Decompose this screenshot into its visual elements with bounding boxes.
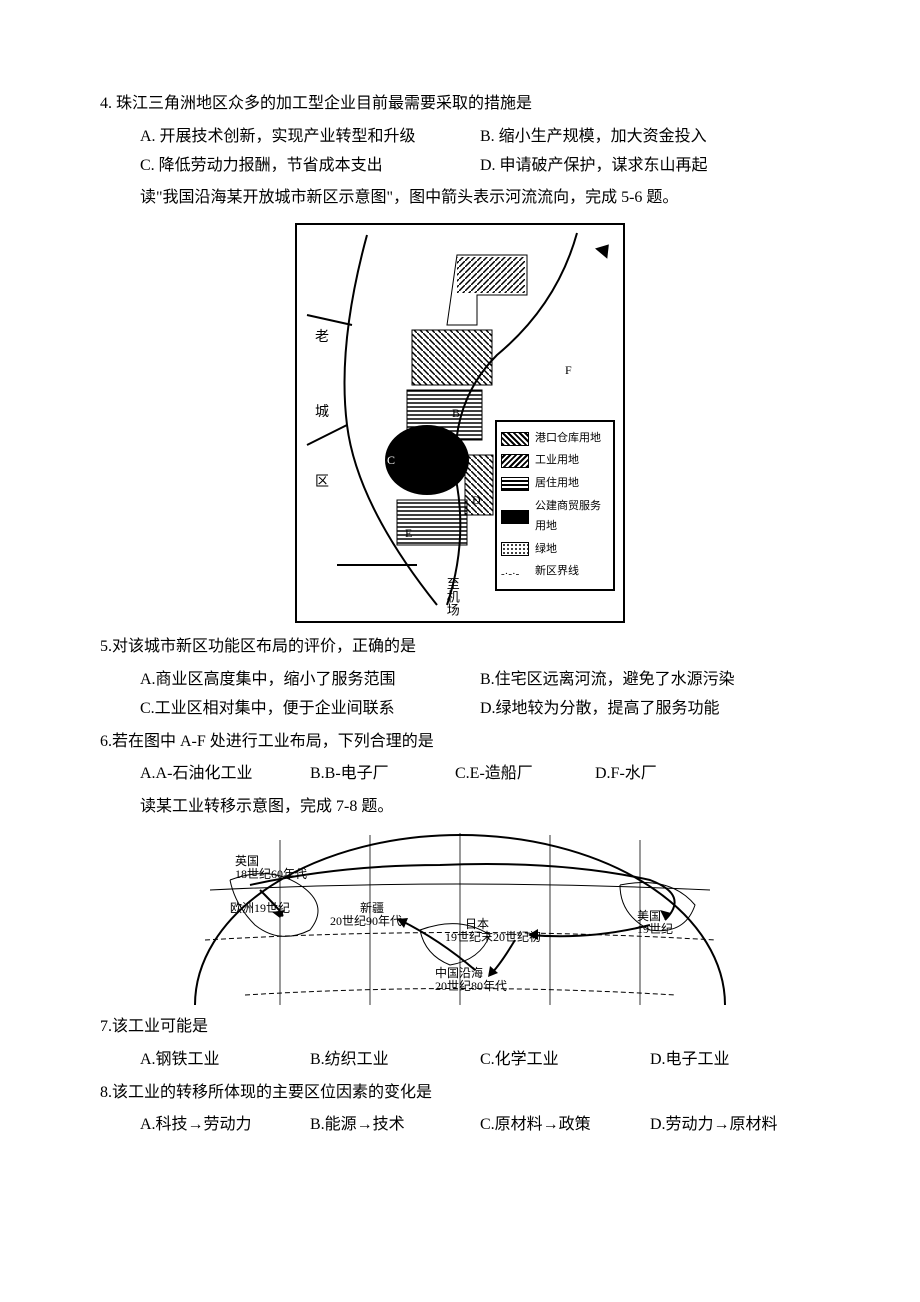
map-zone-b: B (452, 403, 460, 425)
swatch-green-icon (501, 542, 529, 556)
swatch-industrial-icon (501, 454, 529, 468)
q7-stem: 7.该工业可能是 (100, 1013, 820, 1042)
legend-port: 港口仓库用地 (501, 429, 609, 449)
globe-uk-time: 18世纪60年代 (235, 867, 307, 881)
map-label-airport: 至机场 (440, 577, 463, 616)
globe-usa: 美国19世纪 (637, 910, 673, 936)
legend-green-label: 绿地 (535, 540, 557, 560)
q6-option-d: D.F-水厂 (595, 760, 820, 789)
swatch-port-icon (501, 432, 529, 446)
globe-europe: 欧洲19世纪 (230, 902, 290, 915)
q8-options: A.科技→劳动力 B.能源→技术 C.原材料→政策 D.劳动力→原材料 (100, 1111, 820, 1140)
swatch-commercial-icon (501, 510, 529, 524)
globe-japan-time: 19世纪末20世纪初 (445, 930, 541, 944)
q7-option-d: D.电子工业 (650, 1046, 820, 1075)
legend-commercial: 公建商贸服务用地 (501, 497, 609, 537)
map-legend: 港口仓库用地 工业用地 居住用地 公建商贸服务用地 绿地 -·-·- 新区界线 (495, 420, 615, 592)
globe-xinjiang-time: 20世纪90年代 (330, 914, 402, 928)
q7-option-c: C.化学工业 (480, 1046, 650, 1075)
city-map: 老 城 区 B C D E F 至机场 港口仓库用地 工业用地 居住用地 公建商… (295, 223, 625, 623)
q8-option-a: A.科技→劳动力 (140, 1111, 310, 1140)
legend-residential: 居住用地 (501, 474, 609, 494)
map-zone-f: F (565, 360, 572, 382)
question-6: 6.若在图中 A-F 处进行工业布局，下列合理的是 A.A-石油化工业 B.B-… (100, 728, 820, 790)
map-zone-e: E (405, 523, 412, 545)
globe-uk-name: 英国 (235, 854, 259, 868)
legend-green: 绿地 (501, 540, 609, 560)
q7-option-b: B.纺织工业 (310, 1046, 480, 1075)
globe-uk: 英国18世纪60年代 (235, 855, 307, 881)
swatch-residential-icon (501, 477, 529, 491)
legend-boundary: -·-·- 新区界线 (501, 562, 609, 582)
question-4: 4. 珠江三角洲地区众多的加工型企业目前最需要采取的措施是 A. 开展技术创新，… (100, 90, 820, 180)
q4-option-a: A. 开展技术创新，实现产业转型和升级 (140, 123, 480, 152)
question-7: 7.该工业可能是 A.钢铁工业 B.纺织工业 C.化学工业 D.电子工业 (100, 1013, 820, 1075)
q6-option-a: A.A-石油化工业 (140, 760, 310, 789)
globe-usa-time: 19世纪 (637, 922, 673, 936)
q8-option-b: B.能源→技术 (310, 1111, 480, 1140)
intro-5-6: 读"我国沿海某开放城市新区示意图"，图中箭头表示河流流向，完成 5-6 题。 (100, 184, 820, 213)
q6-option-c: C.E-造船厂 (455, 760, 595, 789)
q4-stem: 4. 珠江三角洲地区众多的加工型企业目前最需要采取的措施是 (100, 90, 820, 119)
legend-industrial: 工业用地 (501, 451, 609, 471)
globe-usa-name: 美国 (637, 909, 661, 923)
q5-option-a: A.商业区高度集中，缩小了服务范围 (140, 666, 480, 695)
q5-option-b: B.住宅区远离河流，避免了水源污染 (480, 666, 820, 695)
map-label-city: 城 (315, 400, 329, 425)
q8-stem: 8.该工业的转移所体现的主要区位因素的变化是 (100, 1079, 820, 1108)
q4-option-c: C. 降低劳动力报酬，节省成本支出 (140, 152, 480, 181)
legend-commercial-label: 公建商贸服务用地 (535, 497, 609, 537)
globe-figure: 英国18世纪60年代 欧洲19世纪 新疆20世纪90年代 日本19世纪末20世纪… (190, 830, 730, 1005)
q4-options: A. 开展技术创新，实现产业转型和升级 B. 缩小生产规模，加大资金投入 C. … (100, 123, 820, 181)
swatch-boundary-icon: -·-·- (501, 565, 529, 579)
globe-japan: 日本19世纪末20世纪初 (465, 918, 541, 944)
legend-port-label: 港口仓库用地 (535, 429, 601, 449)
globe-china: 中国沿海20世纪80年代 (435, 967, 507, 993)
q5-option-c: C.工业区相对集中，便于企业间联系 (140, 695, 480, 724)
q4-option-d: D. 申请破产保护，谋求东山再起 (480, 152, 820, 181)
globe-china-time: 20世纪80年代 (435, 979, 507, 993)
q7-options: A.钢铁工业 B.纺织工业 C.化学工业 D.电子工业 (100, 1046, 820, 1075)
q8-option-c: C.原材料→政策 (480, 1111, 650, 1140)
legend-industrial-label: 工业用地 (535, 451, 579, 471)
legend-residential-label: 居住用地 (535, 474, 579, 494)
q6-option-b: B.B-电子厂 (310, 760, 455, 789)
q6-stem: 6.若在图中 A-F 处进行工业布局，下列合理的是 (100, 728, 820, 757)
q5-option-d: D.绿地较为分散，提高了服务功能 (480, 695, 820, 724)
globe-xinjiang-name: 新疆 (360, 901, 384, 915)
question-5: 5.对该城市新区功能区布局的评价，正确的是 A.商业区高度集中，缩小了服务范围 … (100, 633, 820, 723)
q4-option-b: B. 缩小生产规模，加大资金投入 (480, 123, 820, 152)
q5-stem: 5.对该城市新区功能区布局的评价，正确的是 (100, 633, 820, 662)
globe-japan-name: 日本 (465, 917, 489, 931)
question-8: 8.该工业的转移所体现的主要区位因素的变化是 A.科技→劳动力 B.能源→技术 … (100, 1079, 820, 1141)
q6-options: A.A-石油化工业 B.B-电子厂 C.E-造船厂 D.F-水厂 (100, 760, 820, 789)
q7-option-a: A.钢铁工业 (140, 1046, 310, 1075)
city-map-figure: 老 城 区 B C D E F 至机场 港口仓库用地 工业用地 居住用地 公建商… (100, 223, 820, 623)
map-zone-c: C (387, 450, 395, 472)
map-label-district: 区 (315, 470, 329, 495)
legend-boundary-label: 新区界线 (535, 562, 579, 582)
globe-china-name: 中国沿海 (435, 966, 483, 980)
map-zone-d: D (472, 490, 481, 512)
q8-option-d: D.劳动力→原材料 (650, 1111, 820, 1140)
globe-xinjiang: 新疆20世纪90年代 (360, 902, 402, 928)
intro-7-8: 读某工业转移示意图，完成 7-8 题。 (100, 793, 820, 822)
q5-options: A.商业区高度集中，缩小了服务范围 B.住宅区远离河流，避免了水源污染 C.工业… (100, 666, 820, 724)
map-label-old: 老 (315, 325, 329, 350)
